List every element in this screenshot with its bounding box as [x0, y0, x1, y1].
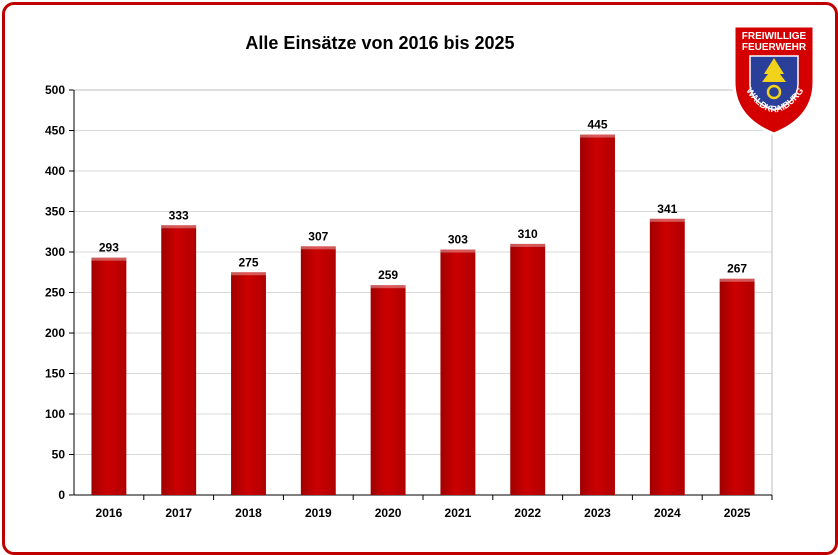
x-tick-label-2023: 2023	[584, 506, 611, 520]
bar-2023	[580, 134, 615, 496]
data-label-2018: 275	[238, 255, 258, 269]
fire-brigade-logo: FREIWILLIGE FEUERWEHR WALDKRAIBURG	[732, 24, 816, 136]
tree-icon-lower	[762, 66, 786, 82]
x-tick-label-2022: 2022	[514, 506, 541, 520]
bar-2024	[649, 218, 685, 496]
bar-highlight	[231, 272, 266, 276]
bar-2021	[440, 249, 476, 495]
bar-2022	[510, 243, 546, 495]
bar-highlight	[510, 243, 546, 247]
data-label-2016: 293	[99, 241, 119, 255]
y-tick-label: 300	[45, 245, 65, 259]
y-tick-labels: 0 50 100 150 200 250 300 350 400 450 500	[45, 83, 65, 502]
y-tick-label: 100	[45, 407, 65, 421]
x-tick-label-2017: 2017	[165, 506, 192, 520]
bar-highlight	[649, 218, 685, 222]
bar-highlight	[91, 257, 127, 261]
x-tick-label-2019: 2019	[305, 506, 332, 520]
x-tick-label-2018: 2018	[235, 506, 262, 520]
data-labels: 293 333 275 307 259 303 310 445 341 267	[99, 118, 748, 283]
data-label-2024: 341	[657, 202, 677, 216]
y-tick-label: 0	[58, 488, 65, 502]
bar-2020	[370, 285, 406, 495]
bar-2019	[300, 246, 336, 495]
bar-highlight	[161, 225, 197, 229]
bar-highlight	[719, 278, 755, 282]
x-tick-labels: 2016 2017 2018 2019 2020 2021 2022 2023 2024 2025	[96, 506, 751, 520]
y-tick-label: 350	[45, 205, 65, 219]
data-label-2022: 310	[518, 227, 538, 241]
x-tick-label-2024: 2024	[654, 506, 681, 520]
y-tick-label: 50	[52, 448, 66, 462]
y-tick-label: 200	[45, 326, 65, 340]
data-label-2020: 259	[378, 268, 398, 282]
y-tick-label: 150	[45, 367, 65, 381]
x-tick-label-2025: 2025	[724, 506, 751, 520]
bar-highlight	[370, 285, 406, 289]
y-tick-label: 450	[45, 124, 65, 138]
bar-highlight	[300, 246, 336, 250]
logo-line1: FREIWILLIGE	[742, 31, 807, 42]
x-tick-label-2020: 2020	[375, 506, 402, 520]
y-tick-label: 250	[45, 286, 65, 300]
logo-line2: FEUERWEHR	[742, 42, 807, 53]
data-label-2019: 307	[308, 229, 328, 243]
data-label-2021: 303	[448, 233, 468, 247]
data-label-2025: 267	[727, 262, 747, 276]
chart-title: Alle Einsätze von 2016 bis 2025	[245, 33, 515, 53]
bar-2018	[231, 272, 266, 495]
bar-2016	[91, 257, 127, 495]
bar-highlight	[580, 134, 615, 138]
x-tick-label-2016: 2016	[96, 506, 123, 520]
data-label-2023: 445	[587, 118, 607, 132]
gear-icon	[766, 84, 782, 100]
x-tick-label-2021: 2021	[445, 506, 472, 520]
bar-highlight	[440, 249, 476, 253]
bars	[91, 134, 755, 496]
logo-shield	[749, 55, 799, 111]
data-label-2017: 333	[169, 208, 189, 222]
y-tick-label: 400	[45, 164, 65, 178]
bar-2025	[719, 278, 755, 495]
y-tick-label: 500	[45, 83, 65, 97]
bar-2017	[161, 225, 197, 495]
